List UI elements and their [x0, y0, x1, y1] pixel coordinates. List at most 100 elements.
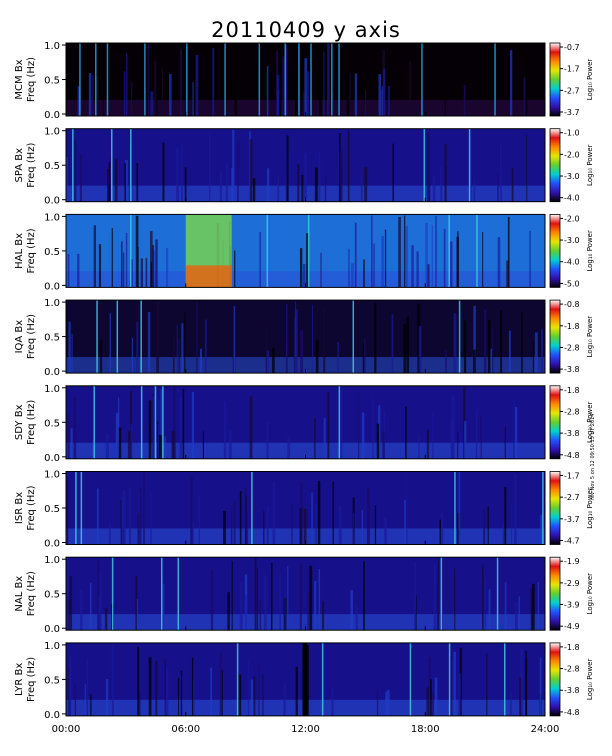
spectrogram-streak: [428, 657, 431, 716]
colorbar-tick-label: -1.8: [564, 322, 580, 331]
spectrogram-streak: [360, 176, 363, 202]
spectrogram-streak: [131, 82, 133, 116]
spectrogram-streak: [114, 158, 118, 202]
colorbar: [549, 471, 561, 545]
spectrogram-streak: [239, 582, 243, 631]
y-tick-label: 1.0: [44, 41, 60, 52]
spectrogram-streak: [418, 326, 422, 374]
broadband-spike: [129, 214, 132, 288]
y-tick-label: 0.5: [44, 590, 60, 601]
broadband-spike: [160, 557, 163, 631]
spectrogram-streak: [382, 431, 385, 459]
spectrogram-streak: [510, 691, 512, 716]
y-tick-label: 0.0: [44, 710, 60, 721]
spectrogram-streak: [212, 47, 215, 117]
spectrogram-streak: [284, 577, 286, 631]
spectrogram-streak: [354, 73, 358, 116]
panel-station-label: SPA Bx: [14, 148, 25, 183]
broadband-spike: [93, 385, 95, 459]
spectrogram-streak: [311, 304, 313, 374]
spectrogram-streak: [152, 396, 155, 459]
panel-station-label: SDY Bx: [14, 404, 25, 440]
colorbar-tick-label: -4.9: [564, 622, 580, 631]
spectrogram-streak: [150, 91, 154, 116]
spectrogram-streak: [403, 323, 407, 374]
spectrogram-streak: [67, 253, 70, 288]
colorbar-tick-label: -4.0: [564, 194, 580, 203]
spectrogram-streak: [458, 673, 461, 716]
spectrogram-streak: [227, 592, 230, 631]
spectrogram-streak: [228, 429, 232, 459]
spectrogram-streak: [307, 645, 309, 716]
spectrogram-streak: [473, 178, 476, 202]
y-tick-label: 1.0: [44, 298, 60, 309]
spectrogram-streak: [430, 679, 432, 716]
spectrogram-streak: [166, 247, 169, 288]
spectrogram-streak: [70, 428, 73, 459]
spectrogram-streak: [469, 128, 472, 202]
spectrogram-streak: [245, 594, 247, 631]
spectrogram-streak: [540, 514, 543, 545]
colorbar-tick-label: -1.7: [564, 472, 580, 481]
spectrogram-streak: [150, 231, 153, 288]
y-tick-label: 0.5: [44, 504, 60, 515]
spectrogram-streak: [463, 320, 467, 374]
spectrogram-streak: [324, 177, 327, 202]
spectrogram-streak: [444, 143, 447, 202]
spectrogram-streak: [265, 323, 267, 374]
spectrogram-streak: [514, 473, 517, 545]
spectrogram-streak: [88, 73, 92, 116]
spectrogram-streak: [123, 71, 126, 116]
broadband-spike: [338, 43, 340, 116]
broadband-spike: [251, 471, 253, 545]
colorbar: [549, 42, 561, 117]
spectrogram-streak: [191, 391, 195, 459]
spectrogram-streak: [376, 423, 380, 459]
spectrogram-streak: [520, 648, 524, 716]
spectrogram-streak: [196, 302, 198, 374]
spectrogram-streak: [154, 60, 157, 116]
broadband-spike: [338, 385, 341, 459]
colorbar-tick-label: -3.0: [564, 172, 580, 181]
spectrogram-streak: [361, 510, 364, 545]
spectrogram-streak: [259, 599, 262, 631]
panel-freq-label: Freq (Hz): [26, 400, 37, 445]
broadband-spike: [75, 471, 77, 545]
spectrogram-streak: [178, 338, 180, 374]
x-tick-label: 06:00: [171, 724, 200, 735]
panel-iqa: 1.0 0.5 0.0 IQA Bx Freq (Hz) -0.8 -1.8 -2.8 -3.8…: [14, 298, 594, 378]
y-tick-label: 1.0: [44, 384, 60, 395]
spectrogram-streak: [486, 653, 488, 716]
colorbar-tick-label: -2.8: [564, 407, 580, 416]
colorbar: [549, 128, 561, 203]
spectrogram-streak: [270, 562, 273, 631]
spectrogram-streak: [155, 239, 158, 288]
panel-station-label: MCM Bx: [14, 59, 25, 99]
spectrogram-streak: [294, 309, 298, 374]
spectrogram-streak: [371, 215, 373, 288]
spectrogram-streak: [300, 65, 303, 116]
colorbar-label: Log₁₀ Power: [586, 401, 594, 443]
spectrogram-streak: [182, 388, 185, 459]
spectrogram-streak: [532, 342, 534, 374]
spectrogram-streak: [534, 332, 538, 374]
spectrogram-streak: [80, 589, 83, 631]
spectrogram-streak: [105, 678, 109, 716]
broadband-spike: [496, 557, 499, 631]
spectrogram-streak: [307, 592, 309, 631]
colorbar-tick-label: -3.7: [564, 108, 580, 117]
panel-lyr: 1.0 0.5 0.0 LYR Bx Freq (Hz) -1.8 -2.8 -3.8 -4.8…: [14, 641, 594, 721]
spectrogram-streak: [249, 396, 253, 459]
colorbar-tick-label: -2.0: [564, 214, 580, 223]
spectrogram-streak: [74, 139, 77, 202]
spectrogram-streak: [210, 569, 214, 631]
colorbar-tick-label: -1.7: [564, 65, 580, 74]
colorbar-tick-label: -0.7: [564, 43, 580, 52]
spectrogram-streak: [66, 560, 69, 631]
spectrogram-streak: [219, 171, 222, 202]
colorbar-tick-label: -2.8: [564, 665, 580, 674]
panel-sdy: 1.0 0.5 0.0 SDY Bx Freq (Hz) -1.8 -2.8 -3.8 -4.8…: [14, 384, 594, 464]
x-tick-label: 12:00: [291, 724, 320, 735]
spectrogram-streak: [327, 43, 330, 116]
